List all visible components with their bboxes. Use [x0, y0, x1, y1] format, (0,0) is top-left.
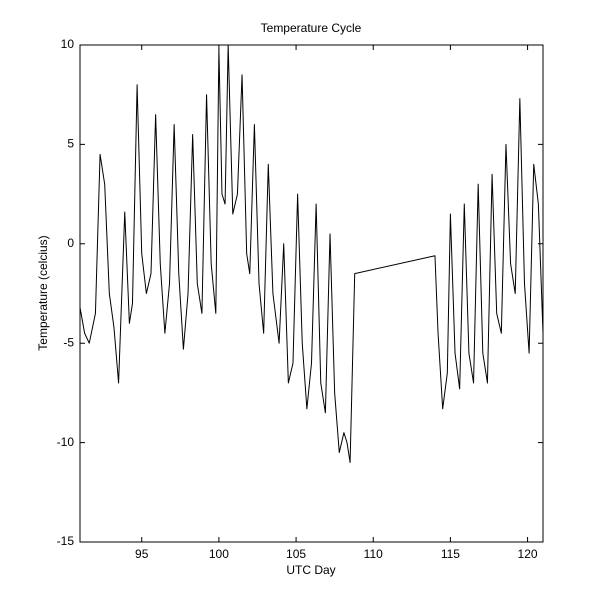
y-tick-label: 10 — [61, 37, 75, 51]
y-tick-label: -5 — [63, 335, 74, 349]
x-tick-label: 115 — [441, 547, 460, 561]
x-tick-label: 95 — [135, 547, 149, 561]
axes-box — [79, 44, 544, 543]
y-tick-label: -10 — [57, 435, 75, 449]
data-line — [79, 44, 544, 463]
y-tick-label: 5 — [67, 137, 74, 151]
y-tick-label: -15 — [57, 534, 75, 548]
chart-title: Temperature Cycle — [261, 21, 362, 35]
y-tick-label: 0 — [67, 236, 74, 250]
x-tick-label: 100 — [209, 547, 229, 561]
y-axis-label: Temperature (celcius) — [36, 235, 50, 350]
x-tick-label: 105 — [286, 547, 306, 561]
x-tick-label: 110 — [364, 547, 383, 561]
x-tick-label: 120 — [518, 547, 538, 561]
x-axis-label: UTC Day — [286, 563, 335, 577]
